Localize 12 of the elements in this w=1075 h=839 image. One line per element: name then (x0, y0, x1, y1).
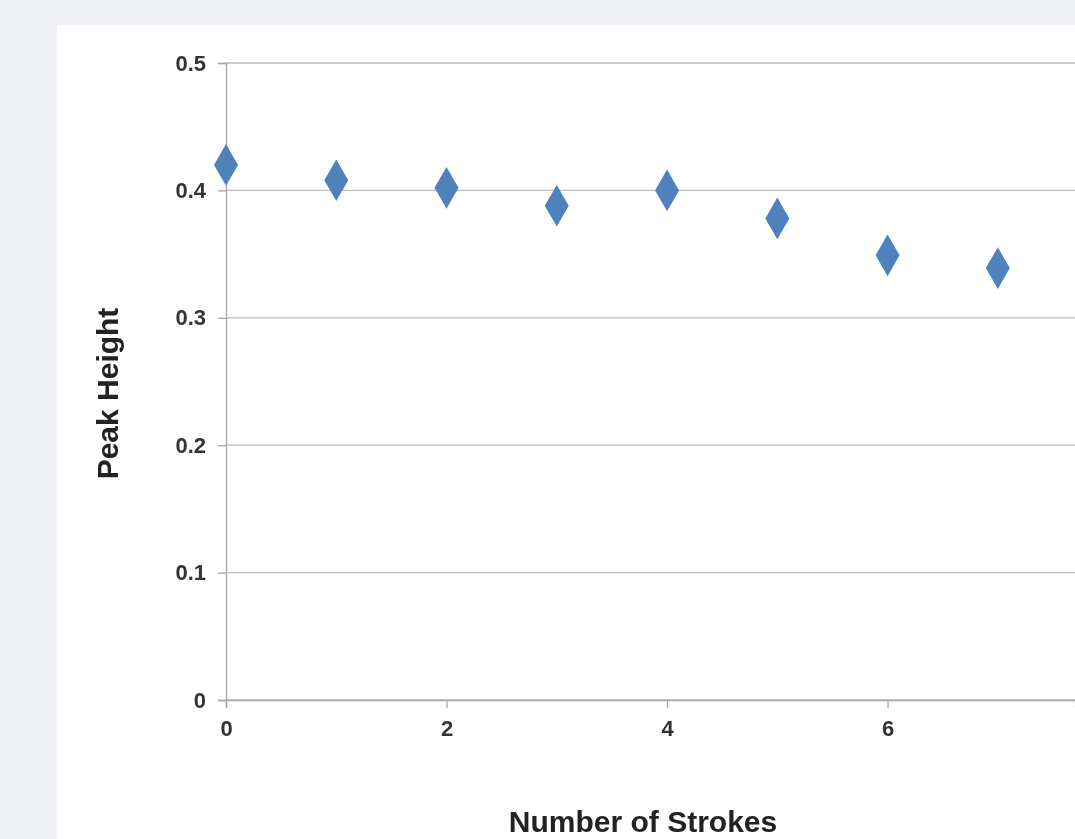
y-axis-title: Peak Height (91, 307, 124, 480)
y-tick-label: 0.1 (175, 560, 206, 586)
x-tick-label: 0 (220, 715, 233, 741)
x-axis-title: Number of Strokes (508, 805, 778, 838)
x-tick-label: 6 (881, 715, 895, 741)
x-tick-label: 2 (440, 715, 454, 741)
y-tick-label: 0.2 (175, 432, 206, 458)
y-tick-label: 0.3 (175, 305, 206, 331)
y-tick-label: 0.4 (175, 177, 207, 203)
y-tick-label: 0 (193, 687, 206, 713)
y-tick-label: 0.5 (175, 50, 206, 76)
x-tick-label: 4 (661, 715, 675, 741)
